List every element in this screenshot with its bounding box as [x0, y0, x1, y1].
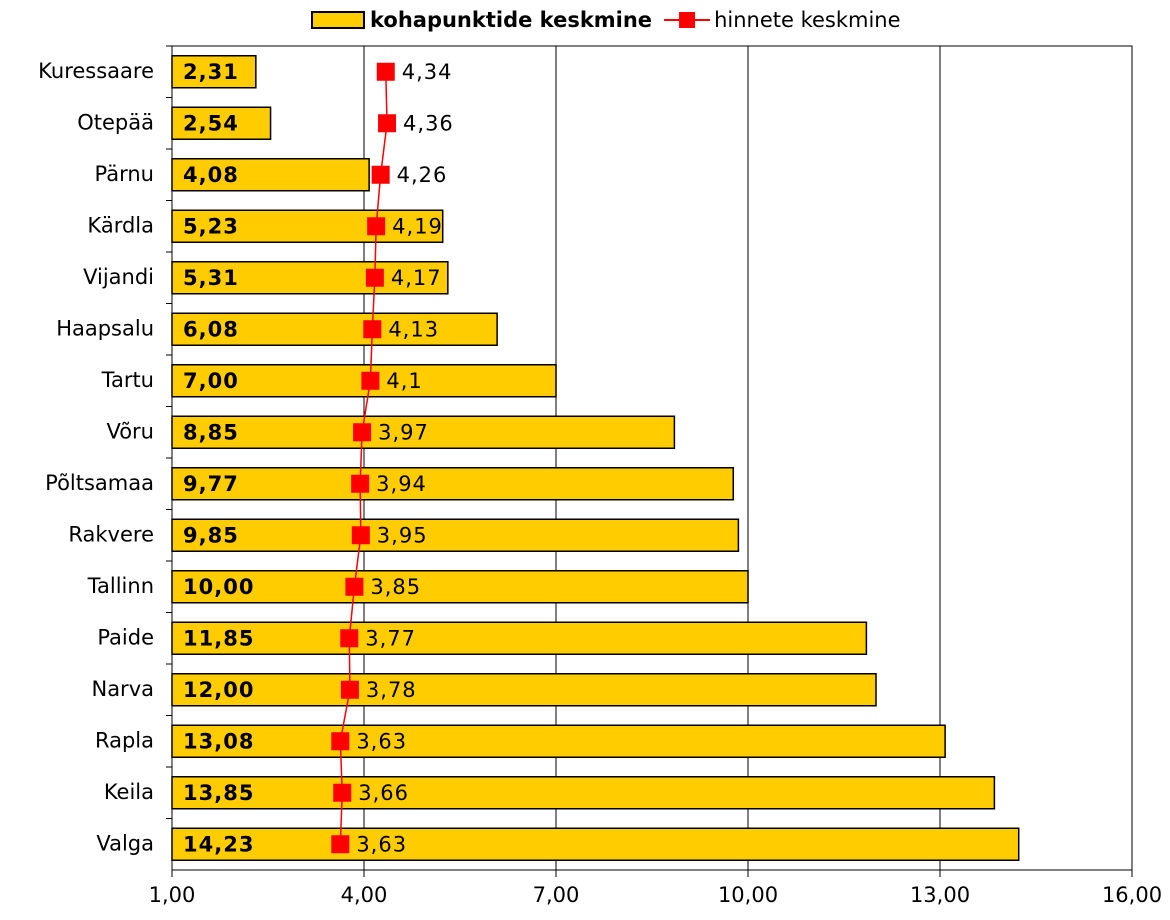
bar-value-label: 4,08	[183, 163, 239, 187]
bar-value-label: 2,54	[183, 111, 239, 135]
legend-label: hinnete keskmine	[714, 8, 900, 32]
line-marker	[351, 526, 370, 545]
y-tick-label: Tartu	[101, 368, 154, 392]
bar	[171, 312, 498, 346]
bar-value-label: 9,77	[183, 472, 239, 496]
line-marker	[365, 268, 384, 287]
bar-value-label: 13,85	[183, 781, 254, 805]
line-value-label: 3,94	[376, 472, 427, 496]
bar-value-label: 5,31	[183, 266, 239, 290]
y-tick-label: Paide	[97, 625, 154, 649]
line-value-label: 3,63	[356, 729, 407, 753]
line-marker	[367, 217, 386, 236]
bar	[171, 261, 449, 295]
x-tick-label: 13,00	[910, 883, 970, 907]
line-marker	[378, 114, 397, 133]
line-marker	[363, 320, 382, 339]
line-value-label: 4,1	[386, 369, 422, 393]
bar	[171, 55, 257, 89]
legend-swatch	[679, 12, 696, 28]
line-marker	[340, 629, 359, 648]
bar	[171, 158, 370, 192]
y-tick-label: Valga	[96, 831, 154, 855]
y-tick-label: Rapla	[95, 728, 154, 752]
y-tick-label: Tallinn	[87, 574, 154, 598]
y-tick-label: Põltsamaa	[45, 471, 154, 495]
y-tick-label: Kärdla	[87, 213, 154, 237]
x-tick-label: 1,00	[149, 883, 196, 907]
bar-value-label: 11,85	[183, 626, 254, 650]
line-value-label: 3,97	[378, 420, 429, 444]
line-marker	[333, 783, 352, 802]
y-tick-label: Pärnu	[95, 162, 154, 186]
y-tick-label: Kuressaare	[38, 59, 154, 83]
line	[339, 71, 388, 845]
bar-value-label: 13,08	[183, 729, 254, 753]
y-tick-label: Keila	[104, 780, 154, 804]
bar-value-label: 2,31	[183, 60, 239, 84]
bar-value-label: 9,85	[183, 523, 239, 547]
bar-value-label: 10,00	[183, 575, 254, 599]
line-value-label: 3,78	[366, 678, 417, 702]
line-marker	[371, 165, 390, 184]
line-value-label: 3,85	[370, 575, 421, 599]
line-value-label: 3,66	[358, 781, 409, 805]
line-marker	[361, 371, 380, 390]
bar	[171, 209, 444, 243]
line-value-label: 4,26	[397, 163, 448, 187]
line-marker	[340, 680, 359, 699]
line-value-label: 4,34	[402, 60, 453, 84]
bar	[171, 106, 272, 140]
line-marker	[345, 577, 364, 596]
line-marker	[376, 62, 395, 81]
bar	[171, 518, 740, 552]
bar	[171, 724, 946, 758]
bar	[171, 827, 1020, 861]
y-tick-label: Haapsalu	[56, 316, 154, 340]
bar-value-label: 12,00	[183, 678, 254, 702]
bar	[171, 415, 676, 449]
x-tick-label: 4,00	[341, 883, 388, 907]
line-value-label: 4,17	[391, 266, 442, 290]
bar	[171, 776, 996, 810]
line-value-label: 4,13	[388, 317, 439, 341]
line-marker	[351, 474, 370, 493]
y-tick-label: Narva	[91, 677, 154, 701]
bar-value-label: 5,23	[183, 214, 239, 238]
line-value-label: 4,36	[403, 111, 454, 135]
bar	[171, 673, 877, 707]
legend-swatch	[311, 11, 365, 29]
x-tick-label: 16,00	[1102, 883, 1162, 907]
y-tick-label: Rakvere	[68, 522, 154, 546]
line-marker	[331, 732, 350, 751]
line-value-label: 3,63	[356, 832, 407, 856]
line-value-label: 3,77	[365, 626, 416, 650]
y-tick-label: Vijandi	[83, 265, 154, 289]
x-tick-label: 7,00	[533, 883, 580, 907]
legend-label: kohapunktide keskmine	[370, 8, 652, 32]
bar	[171, 467, 735, 501]
bar-value-label: 8,85	[183, 420, 239, 444]
line-marker	[353, 423, 372, 442]
line-value-label: 4,19	[392, 214, 443, 238]
y-tick-label: Võru	[106, 419, 154, 443]
x-tick-label: 10,00	[718, 883, 778, 907]
bar-value-label: 14,23	[183, 832, 254, 856]
bar	[171, 570, 749, 604]
bar	[171, 621, 868, 655]
line-marker	[331, 835, 350, 854]
y-tick-label: Otepää	[77, 110, 154, 134]
bar-value-label: 6,08	[183, 317, 239, 341]
bar-value-label: 7,00	[183, 369, 239, 393]
line-value-label: 3,95	[377, 523, 428, 547]
